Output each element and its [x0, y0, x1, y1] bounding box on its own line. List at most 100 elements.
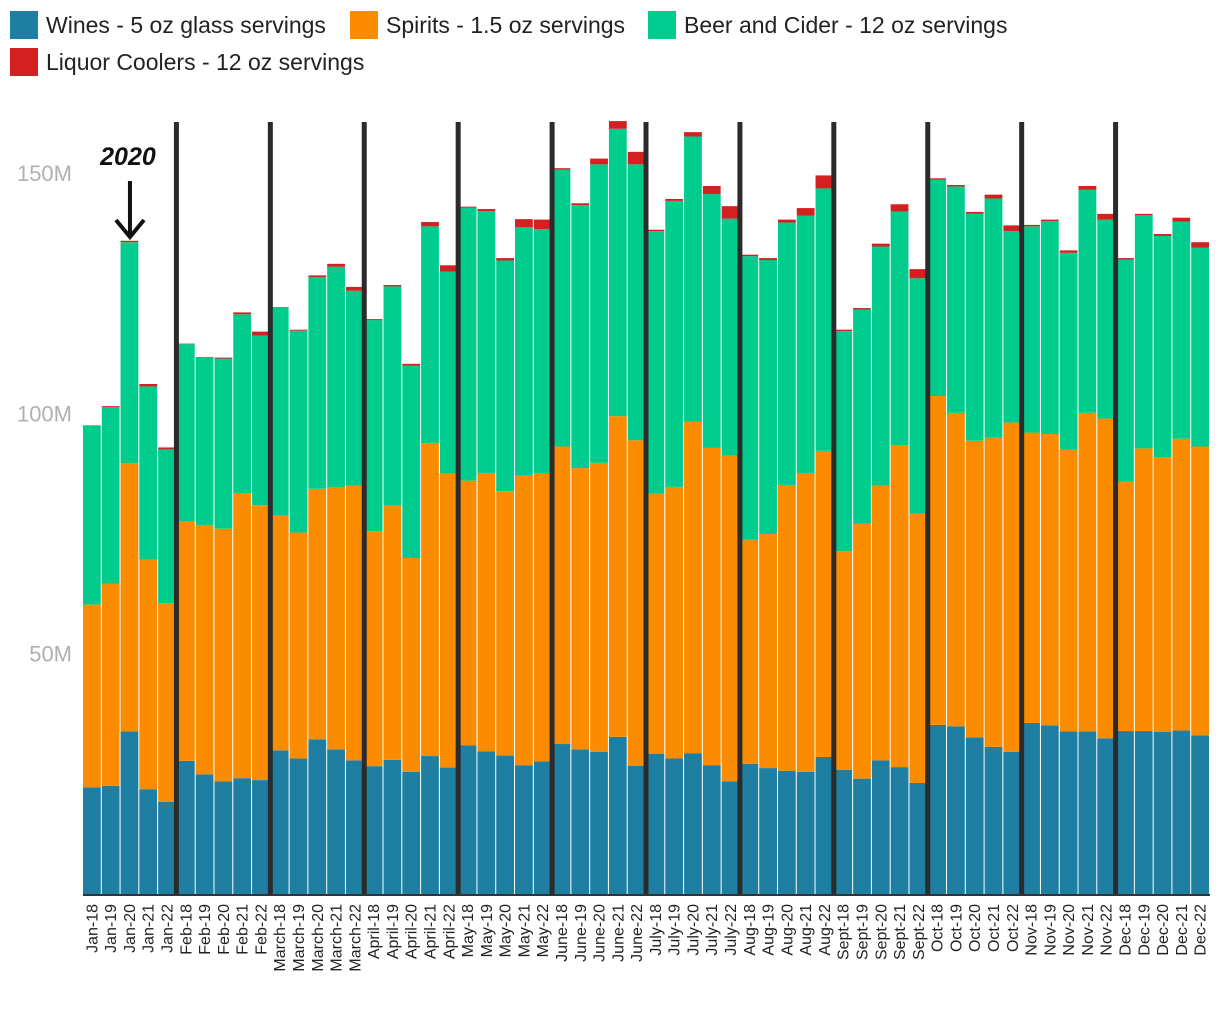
bar-segment — [721, 781, 740, 894]
bar-segment — [1134, 213, 1153, 216]
bar-segment — [477, 209, 496, 211]
x-tick-label: Dec-20 — [1155, 904, 1172, 956]
bar-segment — [120, 242, 139, 464]
legend: Wines - 5 oz glass servings Spirits - 1.5… — [10, 11, 1007, 76]
bar-segment — [853, 778, 871, 894]
bar-segment — [702, 185, 721, 195]
bar-segment — [402, 365, 421, 559]
x-axis: Jan-18 Jan-19 Jan-20 Jan-21 Jan-22 Feb-18 Feb-… — [83, 894, 1210, 972]
bar-segment — [965, 213, 984, 441]
bar-segment — [646, 229, 665, 232]
bar-segment — [740, 763, 759, 894]
bar-segment — [984, 198, 1003, 438]
x-tick-label: July-19 — [667, 904, 684, 956]
group-separator — [1019, 122, 1025, 894]
bar-segment — [421, 443, 439, 757]
x-tick-label: Nov-21 — [1080, 904, 1097, 956]
x-tick-label: June-20 — [592, 904, 609, 962]
bar-segment — [834, 551, 853, 770]
x-tick-label: March-21 — [329, 904, 346, 972]
x-tick-label: Nov-20 — [1061, 904, 1078, 956]
bar-segment — [345, 290, 364, 486]
bar-segment — [1078, 185, 1097, 190]
bar-segment — [364, 531, 383, 767]
bar-segment — [1003, 751, 1022, 894]
bar-segment — [496, 260, 515, 492]
bar-segment — [796, 472, 815, 772]
x-tick-label: Oct-20 — [967, 904, 984, 952]
bar-segment — [665, 486, 684, 759]
x-tick-label: Nov-18 — [1024, 904, 1041, 956]
month-separators — [173, 122, 1119, 894]
bar-segment — [158, 447, 176, 450]
bar-segment — [740, 539, 759, 764]
bar-segment — [947, 726, 965, 894]
bar-segment — [853, 523, 871, 779]
bar-segment — [1116, 258, 1134, 260]
x-tick-label: Sept-21 — [892, 904, 909, 960]
bar-segment — [1097, 213, 1116, 220]
bar-segment — [421, 226, 439, 444]
bar-segment — [477, 472, 496, 752]
bar-segment — [571, 205, 590, 469]
bar-segment — [439, 265, 458, 272]
bar-segment — [646, 753, 665, 894]
x-tick-label: Feb-20 — [216, 904, 233, 955]
group-separator — [173, 122, 179, 894]
bar-segment — [834, 769, 853, 894]
x-tick-label: Dec-19 — [1136, 904, 1153, 956]
bar-segment — [1097, 738, 1116, 894]
bar-segment — [270, 307, 289, 516]
bar-segment — [233, 493, 252, 779]
legend-swatch — [10, 11, 38, 39]
bar-segment — [83, 604, 101, 788]
x-tick-label: Sept-19 — [855, 904, 872, 960]
bar-segment — [815, 450, 834, 758]
x-tick-label: Jan-22 — [160, 904, 177, 953]
x-axis-line — [83, 894, 1210, 896]
bar-segment — [158, 449, 176, 604]
x-tick-label: April-19 — [385, 904, 402, 959]
bar-segment — [777, 222, 796, 485]
x-tick-label: Sept-18 — [836, 904, 853, 960]
bar-segment — [270, 515, 289, 751]
bar-segment — [1116, 481, 1134, 732]
bar-segment — [421, 756, 439, 894]
bars — [83, 121, 1209, 894]
x-tick-label: Jan-21 — [141, 904, 158, 953]
bar-segment — [684, 132, 702, 137]
bar-segment — [101, 406, 120, 408]
bar-segment — [1040, 219, 1059, 222]
bar-segment — [439, 473, 458, 768]
x-tick-label: July-22 — [723, 904, 740, 956]
bar-segment — [1191, 247, 1209, 447]
bar-segment — [383, 286, 402, 506]
x-tick-label: April-21 — [422, 904, 439, 959]
bar-segment — [740, 254, 759, 257]
bar-segment — [909, 782, 928, 894]
bar-segment — [1172, 217, 1191, 222]
x-tick-label: June-19 — [573, 904, 590, 962]
x-tick-label: Nov-19 — [1042, 904, 1059, 956]
bar-segment — [439, 767, 458, 894]
bar-segment — [552, 446, 571, 745]
bar-segment — [871, 243, 890, 247]
bar-segment — [139, 789, 158, 894]
bar-segment — [233, 314, 252, 494]
x-tick-label: May-19 — [479, 904, 496, 957]
bar-segment — [1153, 235, 1172, 458]
bar-segment — [252, 335, 270, 506]
x-tick-label: Feb-21 — [235, 904, 252, 955]
bar-segment — [928, 178, 947, 180]
bar-segment — [965, 440, 984, 738]
x-tick-label: Sept-22 — [911, 904, 928, 960]
bar-segment — [1022, 722, 1040, 894]
bar-segment — [608, 416, 627, 737]
bar-segment — [834, 329, 853, 332]
bar-segment — [496, 755, 515, 894]
bar-segment — [1003, 231, 1022, 423]
bar-segment — [289, 330, 308, 533]
bar-segment — [815, 188, 834, 451]
bar-segment — [871, 485, 890, 761]
